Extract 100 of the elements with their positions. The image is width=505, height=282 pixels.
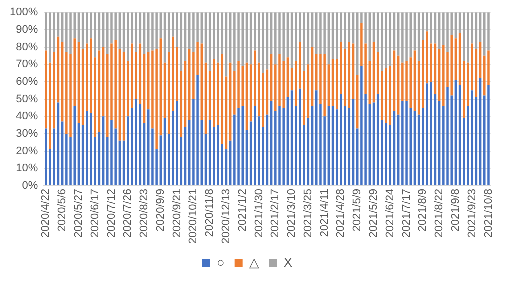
x-tick-label: 2021/1/30: [253, 188, 266, 238]
bar: [422, 12, 424, 40]
bar: [213, 127, 216, 186]
bar: [213, 59, 216, 128]
bar: [254, 106, 256, 186]
y-tick-label: 80%: [16, 41, 38, 54]
bar: [430, 82, 432, 186]
bar: [66, 52, 68, 134]
bar: [381, 12, 384, 72]
bar: [426, 84, 428, 186]
y-tick-label: 0%: [22, 180, 38, 192]
x-tick-label: 2021/4/28: [335, 188, 348, 238]
bar: [488, 85, 490, 186]
bar: [406, 61, 408, 102]
y-tick-label: 20%: [16, 145, 38, 158]
bar: [234, 12, 236, 72]
x-tick-label: 2021/9/23: [466, 188, 478, 238]
x-tick-label: 2020/5/27: [72, 188, 85, 238]
bar: [381, 72, 384, 120]
x-tick-label: 2020/9/9: [154, 188, 167, 232]
bar: [340, 94, 342, 186]
bar: [74, 106, 76, 186]
x-tick-label: 2021/1/2: [236, 188, 249, 232]
x-tick-label: 2021/2/17: [270, 188, 282, 238]
bar: [94, 12, 96, 58]
bar: [192, 12, 195, 52]
x-tick-label: 2020/4/22: [40, 188, 52, 238]
legend-label: X: [284, 255, 293, 270]
bar: [360, 66, 363, 186]
y-tick-label: 50%: [16, 93, 38, 106]
bar: [45, 128, 48, 186]
bar: [295, 12, 298, 62]
bar: [242, 12, 244, 66]
y-tick-label: 90%: [16, 24, 38, 36]
bar: [172, 36, 174, 112]
x-tick-label: 2021/3/25: [302, 188, 314, 238]
bar: [135, 99, 138, 186]
bar: [282, 108, 285, 186]
bar: [262, 12, 264, 74]
bar: [49, 12, 52, 63]
bar: [463, 61, 466, 118]
x-tick-label: 2020/9/21: [171, 188, 184, 238]
bar: [90, 113, 92, 186]
bar: [402, 12, 404, 63]
bar: [467, 12, 470, 63]
x-tick-label: 2021/4/11: [318, 188, 331, 238]
x-tick-label: 2021/9/8: [450, 188, 462, 232]
bar: [406, 101, 408, 186]
bar: [86, 111, 88, 186]
bar: [450, 35, 453, 96]
bar: [278, 106, 281, 186]
legend-label: △: [249, 255, 260, 270]
bar: [316, 12, 318, 54]
y-tick-label: 40%: [16, 110, 38, 123]
bar: [217, 12, 220, 63]
bar: [196, 75, 199, 186]
bar: [217, 125, 220, 186]
bar: [406, 12, 408, 62]
bar: [324, 54, 326, 117]
x-tick-label: 2020/5/6: [56, 188, 69, 232]
bar: [106, 12, 109, 54]
x-tick-label: 2021/5/29: [368, 188, 380, 238]
bar: [86, 12, 88, 44]
bar: [152, 12, 154, 51]
x-tick-label: 2020/10/21: [188, 188, 200, 244]
y-tick-label: 60%: [16, 76, 38, 88]
bar: [446, 12, 449, 52]
bar: [148, 110, 150, 186]
bar: [213, 12, 216, 60]
x-tick-label: 2020/8/23: [138, 188, 151, 238]
bar: [127, 12, 130, 62]
bar: [324, 12, 326, 54]
bar: [217, 62, 220, 126]
x-tick-label: 2020/7/12: [106, 188, 118, 238]
y-tick-label: 10%: [16, 162, 38, 175]
bar: [385, 68, 388, 124]
x-tick-label: 2021/6/24: [384, 188, 396, 238]
bar: [471, 90, 474, 186]
bar: [381, 120, 384, 186]
y-tick-label: 30%: [16, 128, 38, 140]
bar: [364, 12, 367, 44]
y-tick-label: 100%: [10, 6, 38, 19]
bar: [114, 40, 117, 129]
y-tick-label: 70%: [16, 58, 38, 71]
bar: [484, 12, 486, 56]
x-tick-label: 2021/3/10: [286, 188, 298, 238]
bar: [385, 124, 388, 186]
bar: [320, 12, 322, 54]
bar: [156, 49, 158, 150]
bar: [385, 12, 388, 68]
bar: [303, 12, 306, 72]
bar: [446, 87, 449, 186]
bar: [135, 12, 138, 52]
bar: [402, 101, 404, 186]
bar: [463, 12, 466, 62]
x-tick-label: 2020/6/17: [89, 188, 102, 238]
bar: [442, 46, 445, 106]
bar: [402, 62, 404, 102]
x-tick-label: 2021/8/22: [434, 188, 446, 238]
bar: [316, 90, 318, 186]
